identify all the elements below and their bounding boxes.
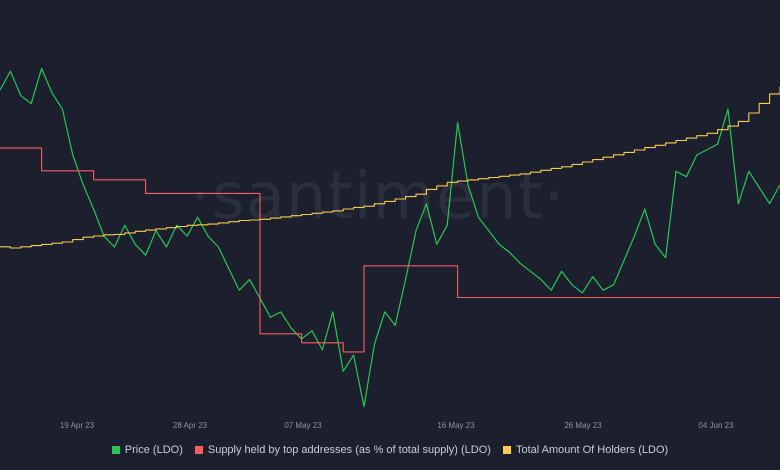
- legend-item[interactable]: Supply held by top addresses (as % of to…: [194, 444, 491, 456]
- x-tick-label: 16 May 23: [437, 421, 475, 430]
- x-axis-ticks: 19 Apr 23 28 Apr 23 07 May 23 16 May 23 26 M…: [60, 421, 734, 430]
- legend-item[interactable]: Total Amount Of Holders (LDO): [502, 444, 669, 456]
- series-line-supply: [0, 147, 780, 353]
- x-tick-label: 04 Jun 23: [698, 421, 734, 430]
- santiment-watermark: ·santiment·: [190, 160, 566, 234]
- x-tick-label: 28 Apr 23: [173, 421, 208, 430]
- x-tick-label: 19 Apr 23: [60, 421, 95, 430]
- x-tick-label: 07 May 23: [284, 421, 322, 430]
- legend-label: Total Amount Of Holders (LDO): [515, 444, 669, 456]
- legend-label: Price (LDO): [124, 444, 183, 456]
- legend-swatch: [111, 446, 120, 454]
- x-tick-label: 26 May 23: [564, 421, 602, 430]
- series-line-price: [0, 67, 780, 408]
- chart-svg: 19 Apr 23 28 Apr 23 07 May 23 16 May 23 26 M…: [0, 67, 780, 430]
- legend-swatch: [194, 446, 203, 454]
- legend-swatch: [502, 446, 511, 454]
- chart-legend: Price (LDO) Supply held by top addresses …: [0, 444, 780, 456]
- legend-item[interactable]: Price (LDO): [111, 444, 183, 456]
- legend-label: Supply held by top addresses (as % of to…: [207, 444, 491, 456]
- series-layer: [0, 67, 780, 408]
- series-line-holders: [0, 86, 780, 249]
